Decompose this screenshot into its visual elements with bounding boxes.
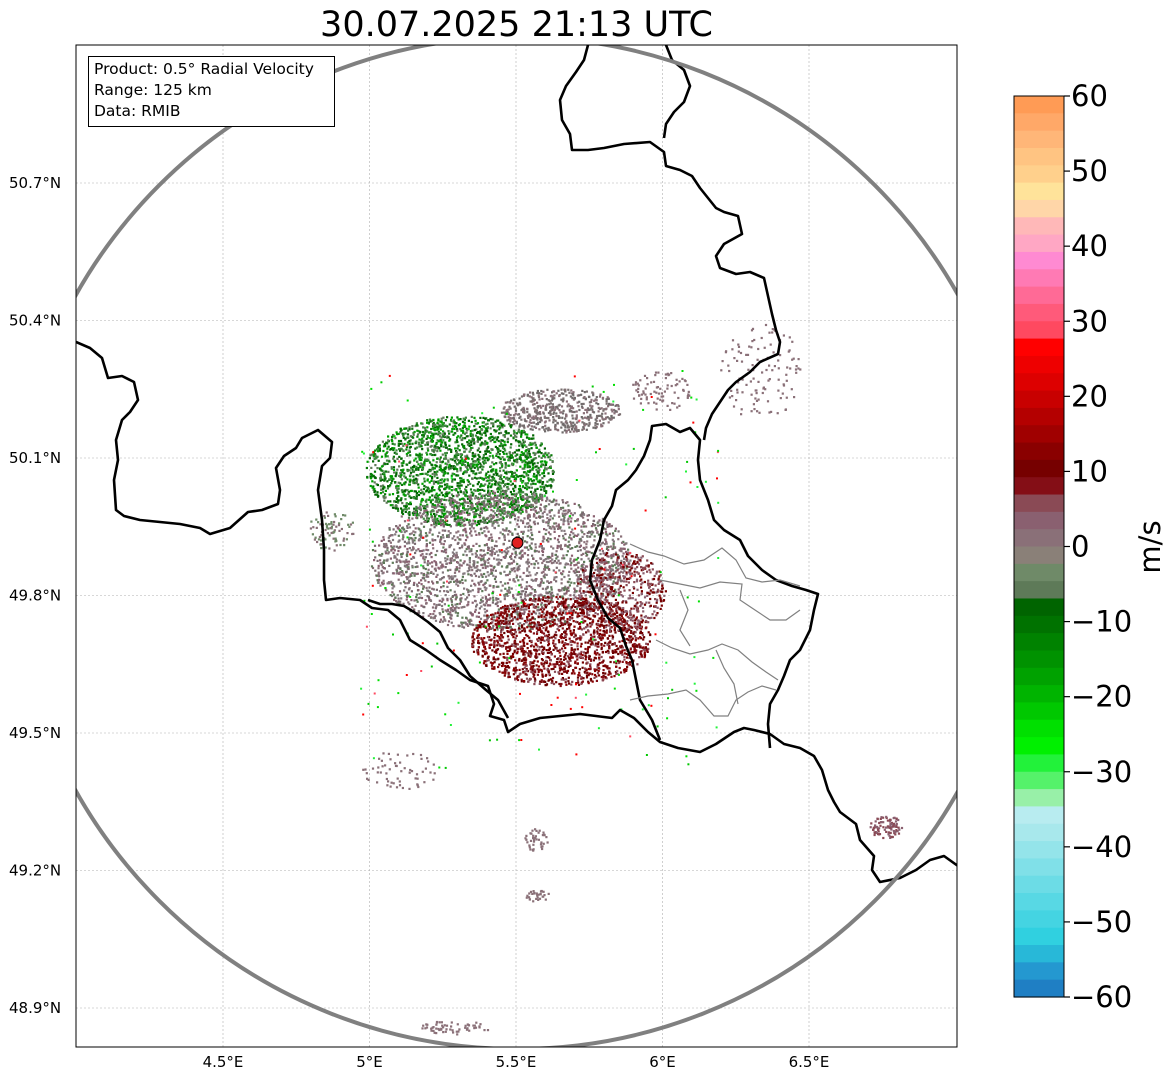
colorbar-segment (1014, 113, 1064, 132)
colorbar-segment (1014, 598, 1064, 617)
colorbar-segment (1014, 581, 1064, 600)
colorbar-segment (1014, 303, 1064, 322)
colorbar-segment (1014, 477, 1064, 496)
product-label: Product: 0.5° Radial Velocity (94, 60, 314, 78)
colorbar-segment (1014, 355, 1064, 374)
colorbar-tick-label: −20 (1071, 680, 1132, 714)
colorbar-segment (1014, 165, 1064, 184)
colorbar-segment (1014, 96, 1064, 114)
colorbar-segment (1014, 927, 1064, 946)
colorbar-segment (1014, 650, 1064, 669)
data-source-label: Data: RMIB (94, 102, 181, 120)
colorbar-segment (1014, 338, 1064, 357)
colorbar-segment (1014, 771, 1064, 790)
axis-tick-labels: 4.5°E 5°E 5.5°E 6°E 6.5°E 48.9°N 49.2°N 49.5°N 4… (9, 174, 829, 1071)
product-info-box: Product: 0.5° Radial Velocity Range: 125… (88, 56, 335, 127)
range-label: Range: 125 km (94, 81, 212, 99)
colorbar-segment (1014, 286, 1064, 305)
colorbar-segment (1014, 633, 1064, 652)
colorbar-segment (1014, 390, 1064, 409)
colorbar-segment (1014, 494, 1064, 513)
colorbar-segment (1014, 199, 1064, 218)
y-tick-label: 48.9°N (9, 999, 61, 1017)
colorbar-segment (1014, 269, 1064, 288)
colorbar-segment (1014, 321, 1064, 340)
admin-border (629, 543, 801, 717)
colorbar-segment (1014, 875, 1064, 894)
colorbar-segment (1014, 667, 1064, 686)
colorbar-segment (1014, 563, 1064, 582)
colorbar-segment (1014, 962, 1064, 981)
colorbar-tick-label: 60 (1071, 79, 1108, 113)
colorbar-segment (1014, 702, 1064, 721)
colorbar-segment (1014, 182, 1064, 201)
colorbar-tick-label: −30 (1071, 755, 1132, 789)
colorbar-tick-label: −40 (1071, 830, 1132, 864)
colorbar-segment (1014, 858, 1064, 877)
y-tick-label: 50.7°N (9, 174, 61, 192)
radar-echo-field (309, 323, 904, 1036)
colorbar-segment (1014, 945, 1064, 963)
colorbar-segment (1014, 719, 1064, 738)
colorbar-tick-label: 30 (1071, 304, 1108, 338)
y-tick-label: 49.5°N (9, 724, 61, 742)
y-tick-label: 50.1°N (9, 449, 61, 467)
colorbar-segment (1014, 546, 1064, 565)
colorbar-tick-label: −50 (1071, 905, 1132, 939)
colorbar-segment (1014, 147, 1064, 166)
colorbar-tick-label: 40 (1071, 229, 1108, 263)
colorbar-tick-label: −10 (1071, 605, 1132, 639)
colorbar-segment (1014, 459, 1064, 478)
colorbar-segment (1014, 685, 1064, 704)
x-tick-label: 4.5°E (203, 1053, 244, 1071)
country-border-be-de-north (558, 45, 782, 441)
colorbar-segment (1014, 893, 1064, 911)
y-tick-label: 50.4°N (9, 312, 61, 330)
colorbar-tick-label: 50 (1071, 154, 1108, 188)
colorbar-segment (1014, 806, 1064, 825)
colorbar-segment (1014, 251, 1064, 270)
y-tick-label: 49.8°N (9, 587, 61, 605)
colorbar: 60 50 40 30 20 10 0 −10 −20 −30 −40 −50 −60 m/s (1013, 79, 1167, 1014)
colorbar-segment (1014, 130, 1064, 149)
colorbar-segment (1014, 407, 1064, 426)
colorbar-tick-label: 0 (1071, 530, 1089, 564)
chart-title: 30.07.2025 21:13 UTC (320, 5, 713, 45)
colorbar-segment (1014, 425, 1064, 444)
colorbar-segment (1014, 615, 1064, 634)
colorbar-segment (1014, 737, 1064, 756)
colorbar-segment (1014, 511, 1064, 530)
colorbar-segment (1014, 217, 1064, 236)
colorbar-segment (1014, 234, 1064, 253)
colorbar-segment (1014, 373, 1064, 392)
colorbar-tick-label: 20 (1071, 379, 1108, 413)
country-border-be-lu-west (76, 340, 957, 884)
colorbar-tick-label: −60 (1071, 980, 1132, 1014)
colorbar-segment (1014, 979, 1064, 998)
colorbar-segment (1014, 910, 1064, 929)
map-frame (75, 44, 958, 1048)
country-border-lu-de (367, 598, 510, 719)
y-tick-label: 49.2°N (9, 861, 61, 879)
country-border-lu-east (588, 422, 820, 749)
x-tick-label: 5.5°E (496, 1053, 537, 1071)
x-tick-label: 6°E (649, 1053, 676, 1071)
colorbar-tick-label: 10 (1071, 454, 1108, 488)
colorbar-segment (1014, 841, 1064, 859)
map-content (76, 45, 957, 1047)
x-tick-label: 6.5°E (789, 1053, 830, 1071)
radar-site-marker (511, 536, 524, 549)
colorbar-segment (1014, 442, 1064, 461)
colorbar-unit-label: m/s (1133, 520, 1167, 573)
colorbar-segment (1014, 823, 1064, 842)
x-tick-label: 5°E (356, 1053, 383, 1071)
colorbar-segment (1014, 789, 1064, 808)
colorbar-segment (1014, 754, 1064, 773)
colorbar-segment (1014, 529, 1064, 548)
